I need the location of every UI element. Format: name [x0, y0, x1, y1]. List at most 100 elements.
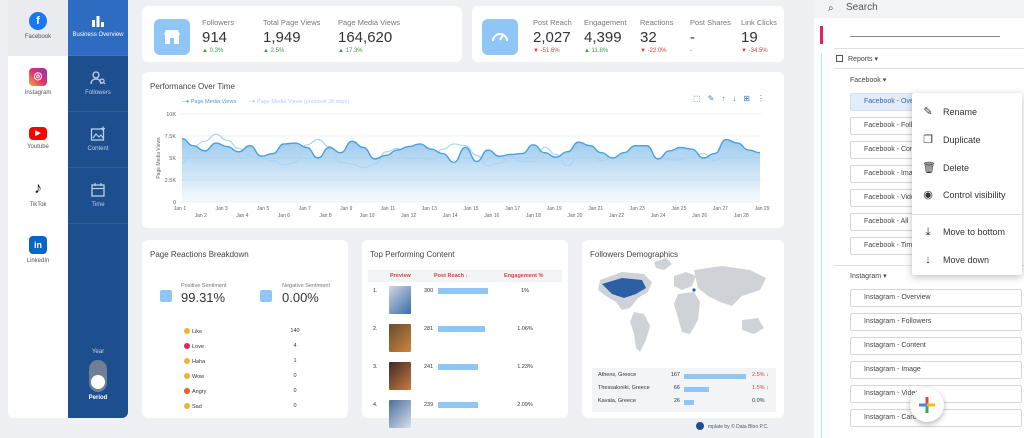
legend-item[interactable]: ─● Page Media Views (previous 28 days)	[248, 99, 350, 105]
year-period-toggle[interactable]	[89, 360, 107, 392]
platform-youtube[interactable]: ▶ Youtube	[8, 112, 68, 168]
menu-delete[interactable]: 🗑 Delete	[922, 162, 970, 174]
reaction-count: 4	[293, 343, 297, 349]
reaction-name: Wow	[184, 373, 204, 380]
menu-rename[interactable]: ✎ Rename	[923, 106, 978, 118]
kpi-post-reach: Post Reach 2,027 ▼ -51.6%	[533, 18, 572, 54]
col-post-reach[interactable]: Post Reach ↓	[434, 273, 469, 279]
x-tick-label: Jan 4	[236, 213, 248, 219]
x-tick-label: Jan 17	[505, 206, 520, 212]
reaction-row: Sad 0	[142, 403, 332, 415]
x-tick-label: Jan 8	[319, 213, 331, 219]
reaction-emoji-icon	[184, 403, 190, 409]
kpi-value: 914	[202, 29, 228, 46]
x-tick-label: Jan 10	[360, 213, 375, 219]
table-row[interactable]: 4. 239 2.09%	[362, 400, 568, 434]
col-engagement[interactable]: Engagement %	[504, 273, 544, 279]
table-row[interactable]: 3. 241 1.23%	[362, 362, 568, 396]
kpi-value: 32	[640, 29, 657, 46]
trash-icon: 🗑	[922, 162, 936, 174]
legend-item[interactable]: ─● Page Media Views	[182, 99, 237, 105]
menu-duplicate[interactable]: ❐ Duplicate	[923, 134, 981, 146]
add-page-button[interactable]	[910, 388, 944, 422]
facebook-group[interactable]: Facebook ▾	[850, 77, 887, 84]
post-thumbnail[interactable]	[389, 324, 411, 352]
series-area	[182, 138, 760, 202]
x-tick-label: Jan 19	[547, 206, 562, 212]
toggle-knob[interactable]	[91, 375, 105, 389]
post-thumbnail[interactable]	[389, 286, 411, 314]
table-row[interactable]: 2. 281 1.06%	[362, 324, 568, 358]
year-label: Year	[91, 349, 105, 355]
y-tick-label: 2.5K	[165, 178, 177, 184]
world-map[interactable]	[582, 240, 784, 418]
table-row[interactable]: 1. 300 1%	[362, 286, 568, 320]
x-tick-label: Jan 7	[299, 206, 311, 212]
x-tick-label: Jan 20	[567, 213, 582, 219]
row-index: 1.	[373, 288, 378, 294]
page-item[interactable]: Instagram - Content	[850, 337, 1022, 355]
facebook-icon: f	[29, 12, 47, 30]
x-tick-label: Jan 21	[588, 206, 603, 212]
platform-linkedin[interactable]: in LinkedIn	[8, 224, 68, 280]
chevron-down-icon: ▾	[882, 77, 887, 84]
x-tick-label: Jan 11	[381, 206, 396, 212]
x-tick-label: Jan 5	[257, 206, 269, 212]
col-preview[interactable]: Preview	[390, 273, 411, 279]
x-tick-label: Jan 16	[484, 213, 499, 219]
x-tick-label: Jan 9	[340, 206, 352, 212]
demographics-row: Kavala, Greece 26 0.0%	[594, 398, 774, 410]
search-input[interactable]: Search	[846, 2, 878, 13]
menu-move-down[interactable]: ↓ Move down	[912, 247, 1022, 273]
post-reach-bar	[438, 288, 488, 294]
page-item[interactable]: Instagram - Followers	[850, 313, 1022, 331]
page-item[interactable]: Instagram - Overview	[850, 289, 1022, 307]
kpi-change: ▲ 17.3%	[338, 48, 363, 54]
reaction-count: 140	[290, 328, 300, 334]
chart-toolbar[interactable]: ⬚✎↑↓⊞⋮	[693, 94, 772, 103]
post-thumbnail[interactable]	[389, 362, 411, 390]
sentiment-label: Positive Sentiment	[181, 283, 227, 289]
menu-control-visibility[interactable]: ◉ Control visibility	[923, 189, 1006, 201]
section-followers[interactable]: Followers	[68, 56, 128, 112]
chevron-down-icon: ▾	[883, 273, 887, 280]
x-tick-label: Jan 28	[734, 213, 749, 219]
search-bar[interactable]: ⌕ Search	[814, 0, 1024, 18]
reaction-name: Like	[184, 328, 202, 335]
kpi-label: Total Page Views	[263, 18, 321, 27]
x-tick-label: Jan 26	[692, 213, 707, 219]
x-tick-label: Jan 29	[754, 206, 769, 212]
move-to-bottom-icon: ⤓	[925, 226, 931, 238]
reaction-count: 0	[293, 403, 297, 409]
post-reach-value: 239	[424, 402, 434, 408]
kpi-change: ▼ -51.6%	[533, 48, 560, 54]
y-tick-label: 7.5K	[165, 134, 177, 140]
section-time[interactable]: Time	[68, 168, 128, 224]
kpi-value: 164,620	[338, 29, 393, 46]
reaction-row: Wow 0	[142, 373, 332, 385]
chart-legend[interactable]: ─● Page Media Views ─● Page Media Views (…	[182, 99, 361, 105]
positive-sentiment: Positive Sentiment 99.31%	[181, 283, 227, 305]
search-icon: ⌕	[828, 3, 834, 14]
post-reach-value: 300	[424, 288, 434, 294]
platform-instagram[interactable]: ◎ Instagram	[8, 56, 68, 112]
platform-tiktok[interactable]: ♪ TikTok	[8, 168, 68, 224]
x-tick-label: Jan 13	[422, 206, 437, 212]
platform-label: TikTok	[29, 202, 47, 208]
platform-facebook[interactable]: f Facebook	[8, 0, 68, 56]
engagement-value: 1%	[521, 288, 529, 294]
reaction-name: Sad	[184, 403, 202, 410]
thumbs-up-icon	[160, 290, 172, 302]
instagram-group[interactable]: Instagram ▾	[850, 273, 887, 280]
section-business-overview[interactable]: Business Overview	[68, 0, 128, 56]
instagram-icon: ◎	[29, 68, 47, 86]
post-thumbnail[interactable]	[389, 400, 411, 428]
reports-section[interactable]: Reports ▾	[836, 55, 878, 63]
menu-move-to-bottom[interactable]: ⤓ Move to bottom	[912, 219, 1022, 245]
reaction-emoji-icon	[184, 373, 190, 379]
reaction-name: Love	[184, 343, 204, 350]
kpi-reactions: Reactions 32 ▼ -22.0%	[640, 18, 673, 54]
series-line-current	[181, 137, 761, 164]
section-content[interactable]: Content	[68, 112, 128, 168]
page-item[interactable]: Instagram - Image	[850, 361, 1022, 379]
